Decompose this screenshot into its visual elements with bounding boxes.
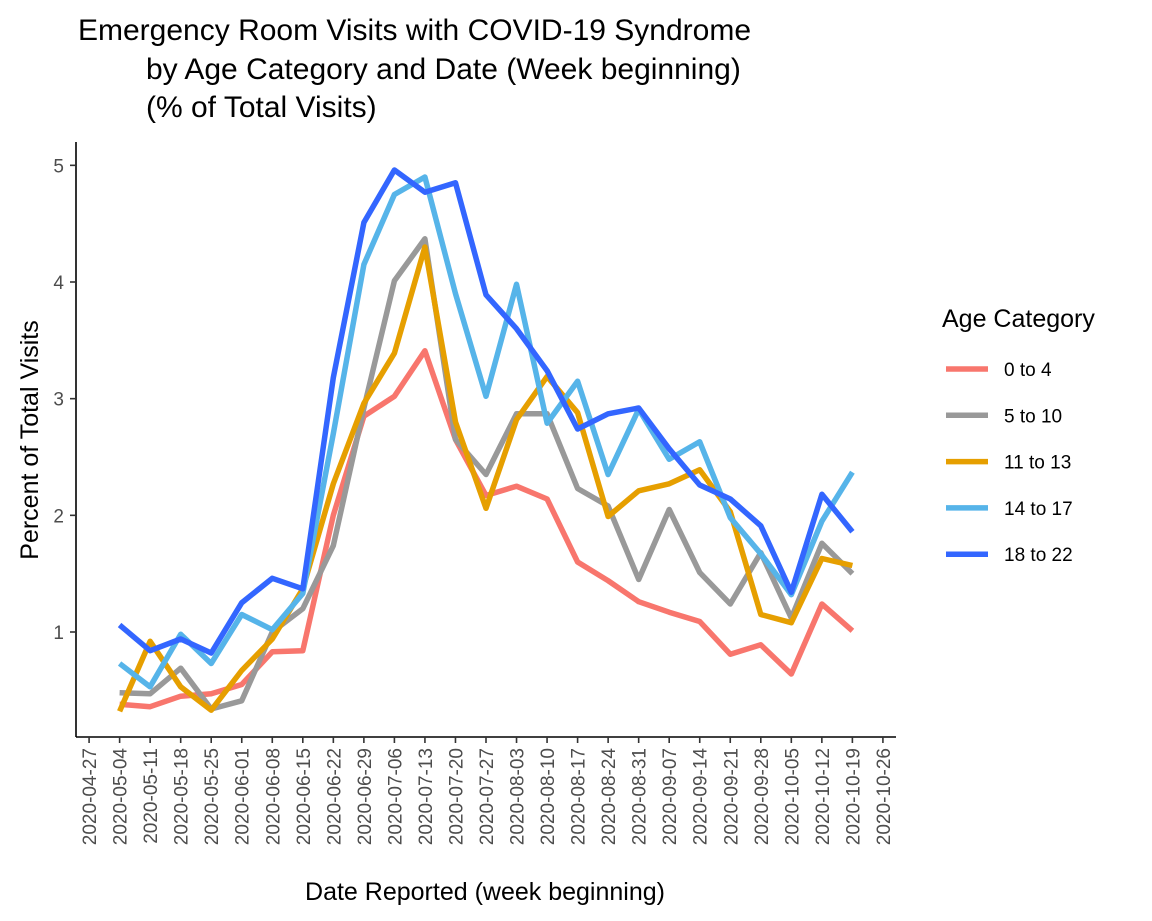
x-tick-label: 2020-06-08: [263, 748, 284, 845]
chart-title-line-3: (% of Total Visits): [146, 91, 377, 124]
y-tick-label: 3: [53, 390, 64, 411]
legend-label-14-to-17: 14 to 17: [1004, 499, 1073, 520]
plot-axes: 1 2 3 4 5 2020-04-27 2020-05-04 2020-05-11 2020-…: [53, 142, 896, 845]
legend-label-0-to-4: 0 to 4: [1004, 360, 1052, 381]
x-tick-label: 2020-05-04: [111, 748, 132, 846]
x-tick-label: 2020-05-18: [172, 748, 193, 845]
x-tick-label: 2020-09-14: [691, 748, 712, 846]
x-tick-label: 2020-10-26: [874, 748, 895, 845]
y-tick-label: 2: [53, 506, 64, 527]
x-tick-label: 2020-08-17: [569, 748, 590, 845]
series-line-11-to-13: [117, 244, 854, 713]
x-tick-label: 2020-06-01: [233, 748, 254, 845]
legend-title: Age Category: [942, 305, 1095, 333]
series-line-5-to-10: [119, 236, 855, 712]
x-tick-label: 2020-10-05: [782, 748, 803, 845]
x-tick-label: 2020-06-29: [355, 748, 376, 845]
x-tick-label: 2020-08-24: [599, 748, 620, 846]
y-tick-label: 5: [53, 156, 64, 177]
chart-title-line-2: by Age Category and Date (Week beginning…: [146, 53, 741, 86]
x-tick-label: 2020-09-28: [752, 748, 773, 845]
legend-label-5-to-10: 5 to 10: [1004, 406, 1062, 427]
legend-label-18-to-22: 18 to 22: [1004, 545, 1073, 566]
x-tick-label: 2020-07-06: [385, 748, 406, 845]
x-tick-label: 2020-08-03: [508, 748, 529, 845]
x-tick-label: 2020-10-12: [813, 748, 834, 845]
x-tick-label: 2020-07-20: [446, 748, 467, 845]
x-tick-label: 2020-06-15: [294, 748, 315, 845]
y-tick-label: 4: [53, 273, 64, 294]
x-tick-label: 2020-09-07: [660, 748, 681, 845]
chart-title-line-1: Emergency Room Visits with COVID-19 Synd…: [78, 14, 751, 47]
series-line-18-to-22: [117, 167, 855, 656]
x-tick-label: 2020-04-27: [80, 748, 101, 845]
legend: Age Category 0 to 4 5 to 10 11 to 13 14 to …: [942, 305, 1095, 566]
y-axis-title: Percent of Total Visits: [16, 320, 44, 559]
x-tick-label: 2020-10-19: [843, 748, 864, 845]
legend-label-11-to-13: 11 to 13: [1004, 453, 1071, 474]
x-tick-label: 2020-08-31: [630, 748, 651, 845]
x-tick-label: 2020-09-21: [721, 748, 742, 845]
x-axis-title: Date Reported (week beginning): [305, 878, 665, 906]
x-tick-label: 2020-07-13: [416, 748, 437, 845]
y-tick-label: 1: [53, 623, 64, 644]
chart-title: Emergency Room Visits with COVID-19 Synd…: [78, 14, 751, 124]
x-tick-label: 2020-07-27: [477, 748, 498, 845]
x-tick-label: 2020-08-10: [538, 748, 559, 845]
series-line-14-to-17: [117, 174, 855, 690]
x-tick-label: 2020-05-11: [141, 748, 162, 844]
x-tick-label: 2020-06-22: [324, 748, 345, 845]
x-tick-label: 2020-05-25: [202, 748, 223, 845]
series-line-0-to-4: [119, 348, 855, 710]
plot-series: [117, 167, 855, 713]
